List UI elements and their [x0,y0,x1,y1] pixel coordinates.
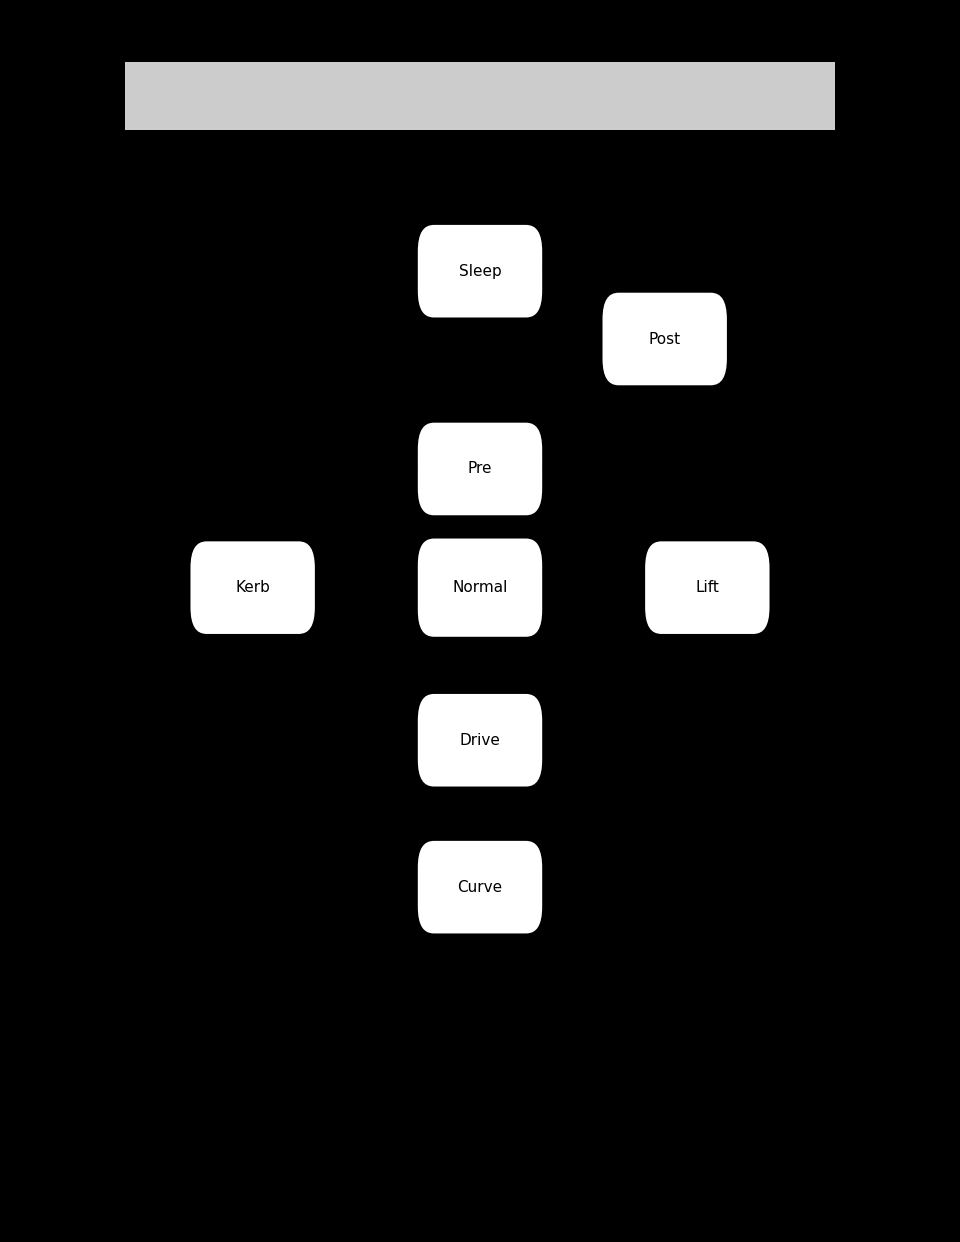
FancyBboxPatch shape [125,62,835,130]
Text: Pre: Pre [468,462,492,477]
Text: Curve: Curve [457,879,503,894]
FancyBboxPatch shape [416,692,544,789]
FancyBboxPatch shape [643,539,771,636]
Text: Post: Post [649,332,681,347]
Text: 47: 47 [800,1146,821,1164]
FancyBboxPatch shape [416,537,544,638]
FancyBboxPatch shape [416,421,544,517]
Text: The following chart demonstrates the control sequences of the E65/E66 with singl: The following chart demonstrates the con… [139,200,751,233]
Text: Normal: Normal [452,580,508,595]
Text: Level Control Systems: Level Control Systems [697,1169,821,1179]
Text: Lift: Lift [695,580,719,595]
FancyBboxPatch shape [416,224,544,319]
Text: Drive: Drive [460,733,500,748]
Text: Sleep: Sleep [459,263,501,278]
Text: Kerb: Kerb [235,580,270,595]
FancyBboxPatch shape [189,539,317,636]
FancyBboxPatch shape [416,840,544,935]
Text: Control Mode Flow Chart: Control Mode Flow Chart [139,169,390,188]
FancyBboxPatch shape [601,291,729,388]
